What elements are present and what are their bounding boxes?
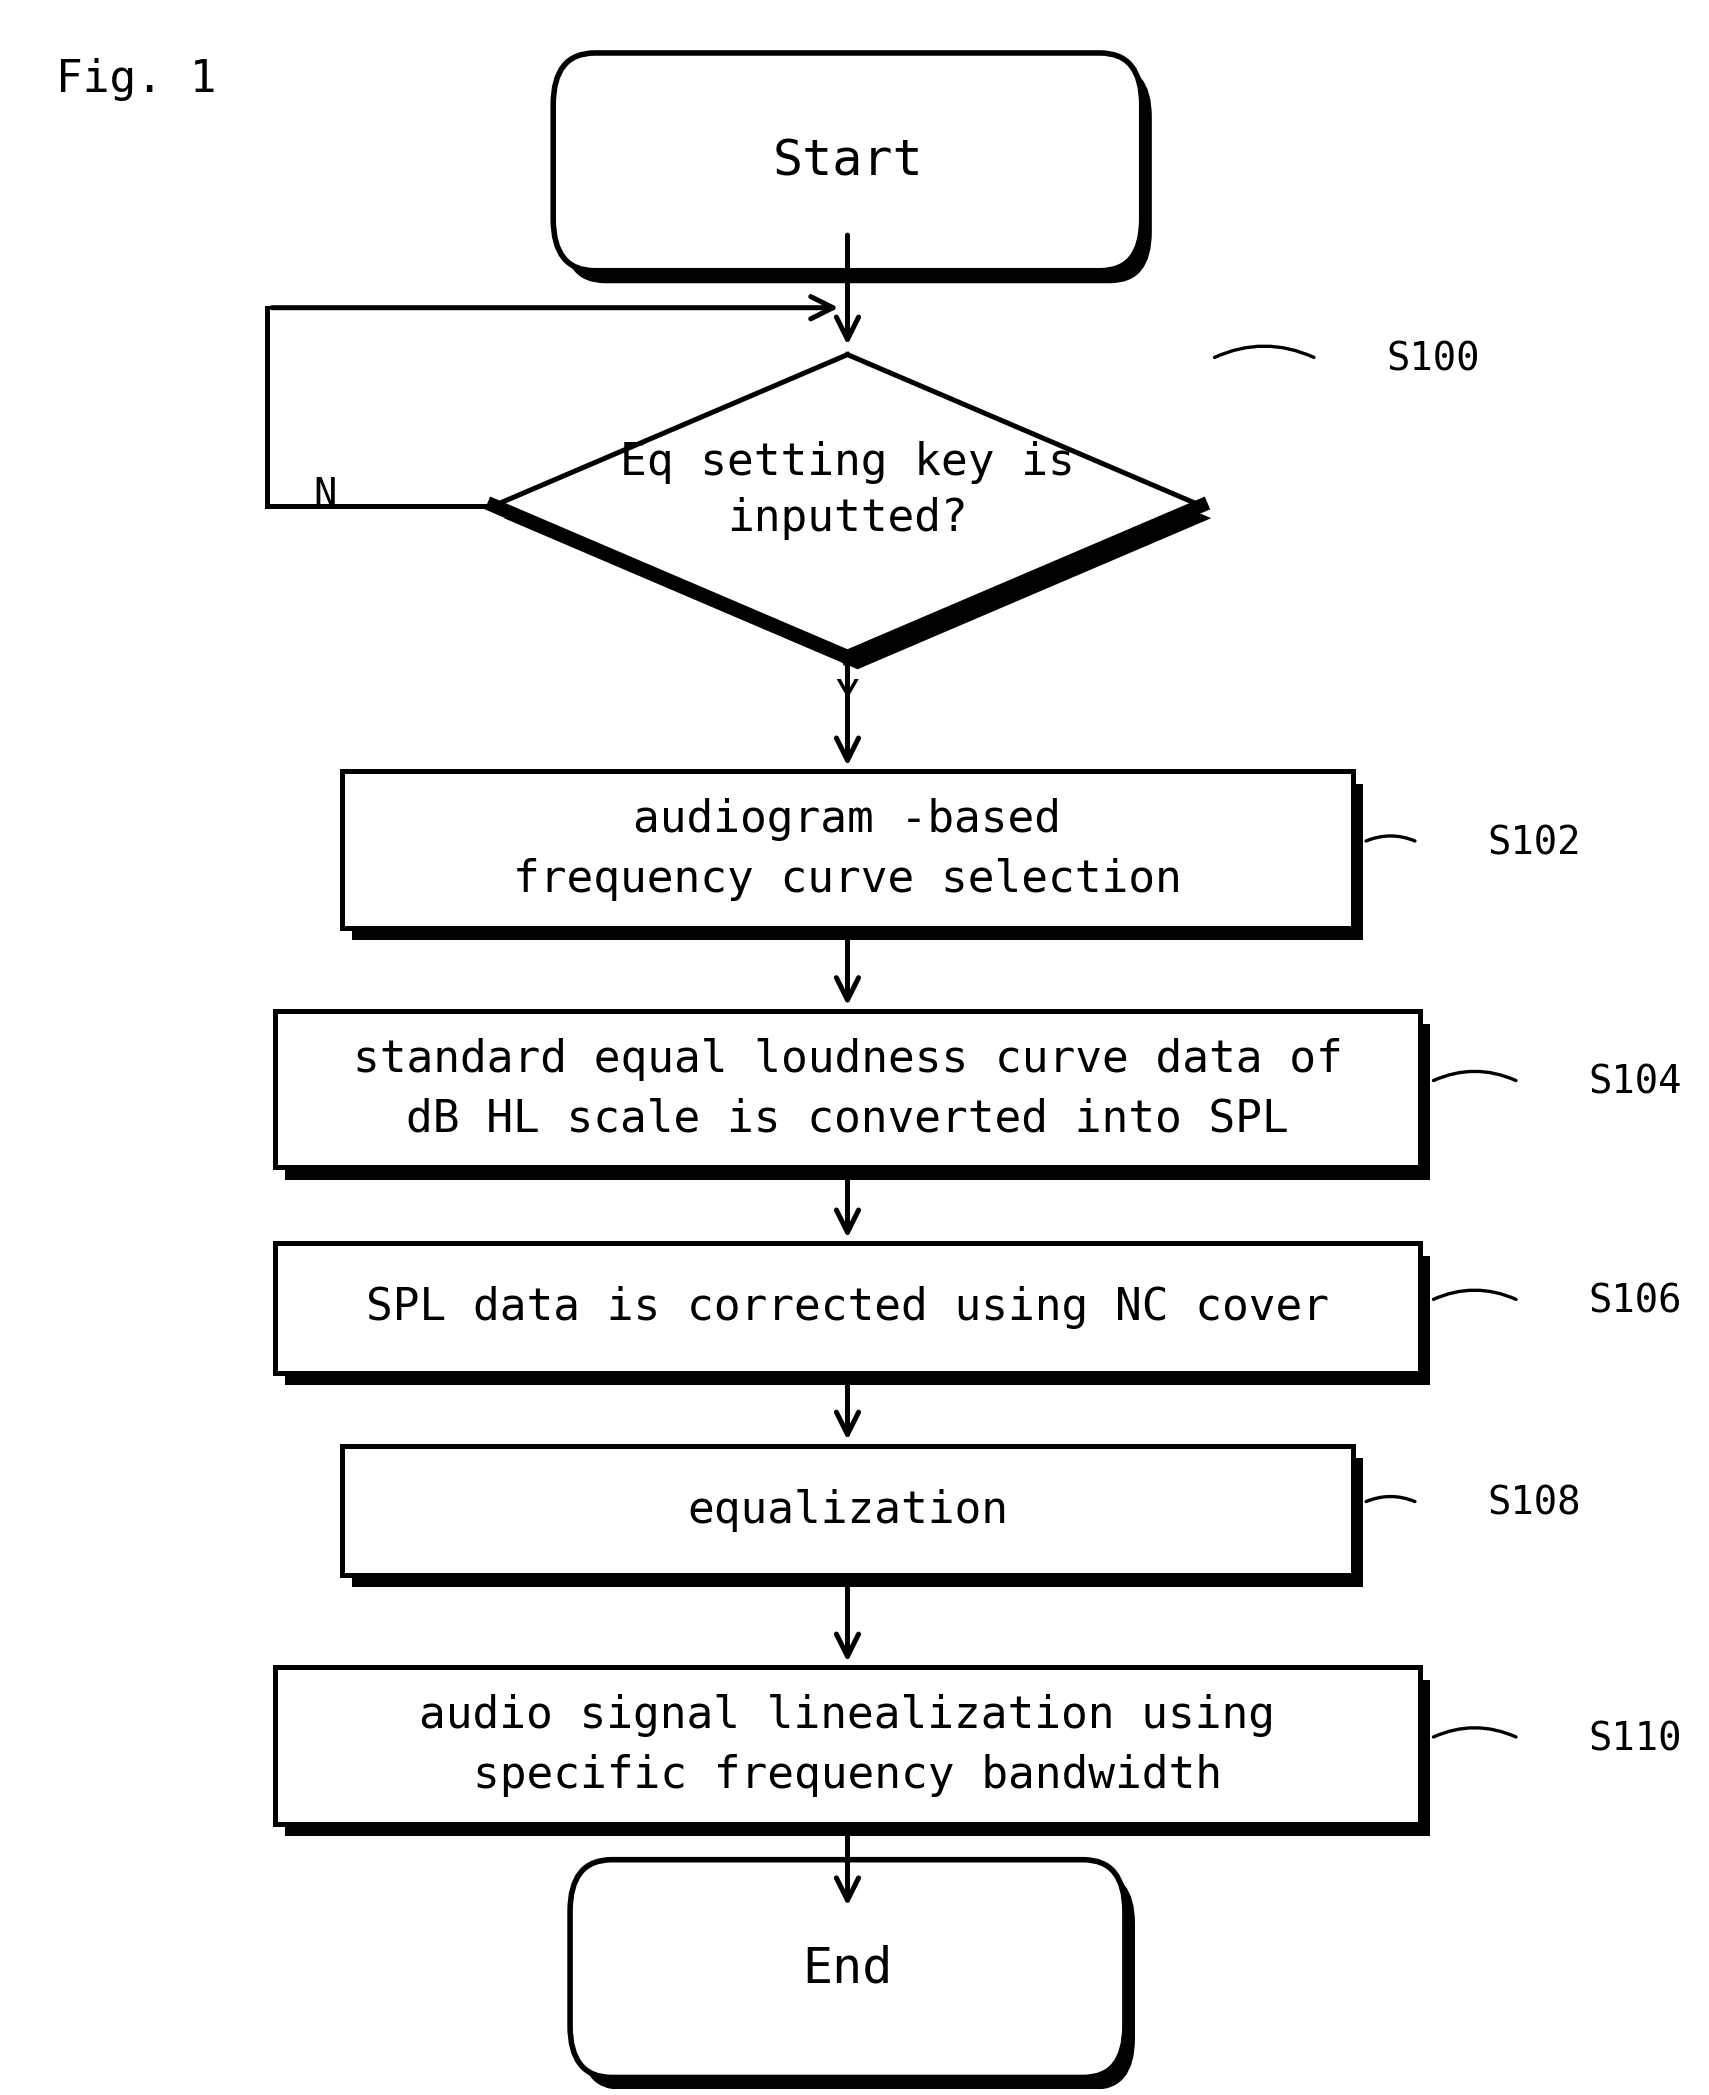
Bar — [275, 1668, 1420, 1825]
Bar — [352, 784, 1362, 941]
Bar — [342, 771, 1352, 928]
Bar — [285, 1255, 1430, 1385]
Bar — [285, 1024, 1430, 1179]
Text: S110: S110 — [1588, 1720, 1682, 1758]
Text: S100: S100 — [1386, 341, 1480, 379]
FancyBboxPatch shape — [564, 65, 1152, 283]
Bar — [352, 1458, 1362, 1588]
Text: S102: S102 — [1487, 823, 1581, 863]
Polygon shape — [494, 354, 1201, 656]
Text: audio signal linealization using
specific frequency bandwidth: audio signal linealization using specifi… — [419, 1695, 1275, 1798]
FancyBboxPatch shape — [579, 1873, 1135, 2091]
Text: Start: Start — [772, 138, 923, 186]
Text: Eq setting key is
inputted?: Eq setting key is inputted? — [620, 440, 1075, 541]
Text: S106: S106 — [1588, 1282, 1682, 1320]
FancyBboxPatch shape — [571, 1860, 1125, 2078]
Text: equalization: equalization — [687, 1490, 1008, 1531]
Bar — [275, 1012, 1420, 1167]
Text: End: End — [802, 1944, 892, 1992]
Text: audiogram -based
frequency curve selection: audiogram -based frequency curve selecti… — [513, 798, 1183, 901]
Text: S108: S108 — [1487, 1485, 1581, 1523]
Text: SPL data is corrected using NC cover: SPL data is corrected using NC cover — [366, 1286, 1330, 1330]
Text: standard equal loudness curve data of
dB HL scale is converted into SPL: standard equal loudness curve data of dB… — [352, 1037, 1342, 1140]
FancyBboxPatch shape — [554, 52, 1142, 270]
Text: N: N — [314, 476, 337, 513]
Bar — [285, 1680, 1430, 1835]
Text: S104: S104 — [1588, 1064, 1682, 1102]
Polygon shape — [504, 367, 1212, 668]
Bar — [275, 1244, 1420, 1372]
Text: Fig. 1: Fig. 1 — [56, 59, 217, 101]
Bar — [342, 1446, 1352, 1575]
Text: Y: Y — [836, 679, 860, 716]
